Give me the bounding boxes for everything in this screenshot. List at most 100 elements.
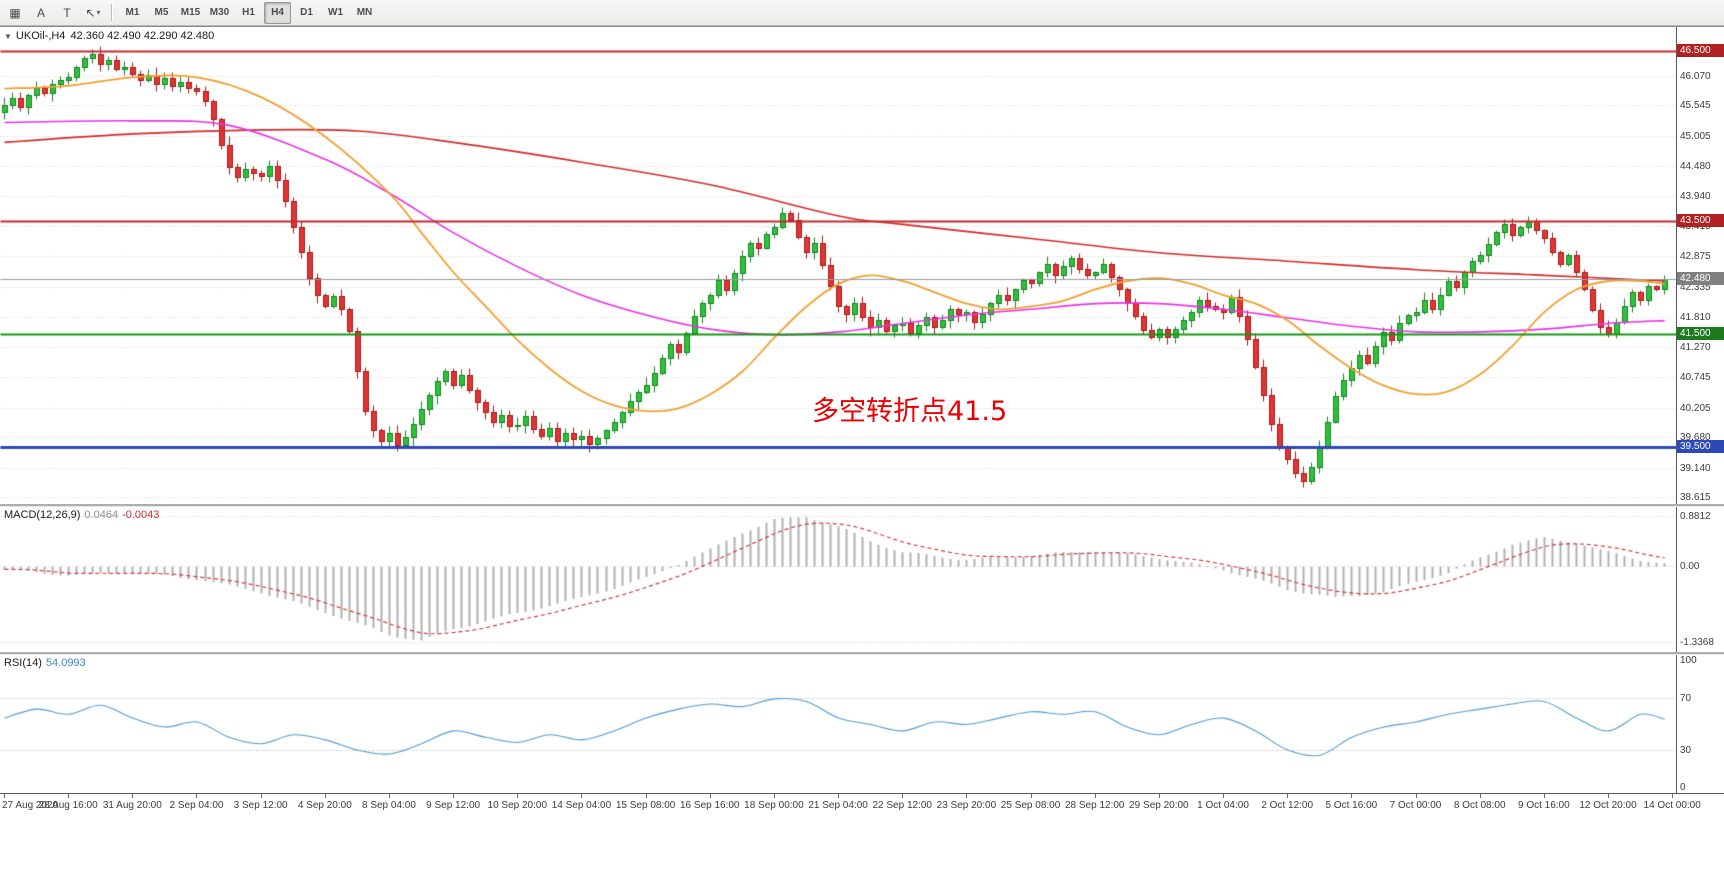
time-tick xyxy=(1158,794,1160,798)
time-label: 2 Sep 04:00 xyxy=(169,800,224,811)
rsi-axis-label: 0 xyxy=(1680,782,1686,793)
timeframe-m15-button[interactable]: M15 xyxy=(180,6,201,18)
price-grid-label: 46.070 xyxy=(1680,70,1711,82)
price-plot[interactable]: ▼ UKOil-,H4 42.360 42.490 42.290 42.480 多空… xyxy=(0,27,1676,504)
time-tick xyxy=(709,794,711,798)
timeframe-m5-button[interactable]: M5 xyxy=(154,6,169,18)
text-label-button[interactable]: T xyxy=(55,1,79,24)
drawing-tools-group: ▦ A T ↖ ▾ xyxy=(2,0,106,25)
macd-plot[interactable]: MACD(12,26,9) 0.0464 -0.0043 xyxy=(0,507,1676,652)
symbol-timeframe: UKOil-,H4 xyxy=(15,30,66,42)
text-annotation-button[interactable]: A xyxy=(29,1,53,24)
price-grid-label: 41.270 xyxy=(1680,342,1711,354)
time-tick xyxy=(645,794,647,798)
time-label: 12 Oct 20:00 xyxy=(1579,800,1637,811)
time-label: 8 Sep 04:00 xyxy=(361,800,416,811)
timeframe-m1-button[interactable]: M1 xyxy=(125,6,140,18)
time-label: 18 Sep 00:00 xyxy=(744,800,804,811)
arrow-tools-button[interactable]: ↖ ▾ xyxy=(81,1,105,24)
price-level-badge-46.500: 46.500 xyxy=(1677,44,1724,58)
price-chart-canvas[interactable] xyxy=(0,27,1676,504)
rsi-value: 54.0993 xyxy=(45,657,86,669)
rsi-axis-label: 70 xyxy=(1680,693,1692,705)
time-tick xyxy=(1030,794,1032,798)
time-label: 9 Oct 16:00 xyxy=(1517,800,1570,811)
macd-label: MACD(12,26,9) xyxy=(4,509,81,521)
time-label: 25 Sep 08:00 xyxy=(1000,800,1061,811)
chart-window-icon: ▦ xyxy=(9,5,21,20)
time-tick xyxy=(902,794,904,798)
arrow-tools-icon: ↖ xyxy=(85,5,96,20)
price-grid-label: 45.545 xyxy=(1680,100,1711,112)
time-label: 8 Oct 08:00 xyxy=(1453,800,1506,811)
macd-axis[interactable]: 0.8812 0.00 -1.3368 xyxy=(1676,507,1724,652)
macd-panel: MACD(12,26,9) 0.0464 -0.0043 0.8812 0.00 -1.… xyxy=(0,507,1724,652)
time-tick xyxy=(1351,794,1353,798)
time-label: 16 Sep 16:00 xyxy=(680,800,740,811)
price-grid-label: 42.335 xyxy=(1680,282,1711,293)
time-tick xyxy=(132,794,134,798)
time-tick xyxy=(966,794,968,798)
price-grid-label: 39.680 xyxy=(1680,432,1711,444)
time-tick xyxy=(838,794,840,798)
price-grid-label: 43.940 xyxy=(1680,191,1711,203)
time-tick xyxy=(1543,794,1545,798)
timeframe-h4-button[interactable]: H4 xyxy=(264,1,291,24)
trading-platform-window: ▦ A T ↖ ▾ M1 M5 M15 M30 H1 H4 D1 W1 MN ▼ UKOil-,H4 42.… xyxy=(0,0,1724,816)
price-axis[interactable]: 46.07045.54545.00544.48043.94043.41542.8… xyxy=(1676,27,1724,504)
time-label: 10 Sep 20:00 xyxy=(487,800,548,811)
price-grid-label: 39.140 xyxy=(1680,462,1711,474)
price-grid-label: 38.615 xyxy=(1680,492,1711,504)
text-label-icon: T xyxy=(63,5,71,20)
time-tick xyxy=(324,794,326,798)
panel-divider[interactable] xyxy=(0,504,1724,507)
rsi-label: RSI(14) xyxy=(4,657,42,669)
time-label: 21 Sep 04:00 xyxy=(808,800,868,811)
toolbar: ▦ A T ↖ ▾ M1 M5 M15 M30 H1 H4 D1 W1 MN xyxy=(0,0,1724,26)
panel-divider[interactable] xyxy=(0,652,1724,655)
price-grid-label: 42.875 xyxy=(1680,251,1711,263)
macd-axis-label: 0.00 xyxy=(1680,561,1700,573)
time-axis[interactable]: 27 Aug 2020 28 Aug 16:00 31 Aug 20:00 2 Sep… xyxy=(0,793,1724,816)
timeframe-m30-button[interactable]: M30 xyxy=(209,6,230,18)
time-label: 3 Sep 12:00 xyxy=(233,800,288,811)
time-label: 14 Oct 00:00 xyxy=(1643,800,1701,811)
macd-axis-label: -1.3368 xyxy=(1680,637,1714,649)
time-tick xyxy=(1608,794,1609,798)
time-label: 22 Sep 12:00 xyxy=(872,800,932,811)
macd-main-value: 0.0464 xyxy=(84,509,119,521)
price-grid-label: 41.810 xyxy=(1680,311,1711,323)
rsi-axis[interactable]: 100 70 30 0 xyxy=(1676,655,1724,793)
rsi-chart-canvas[interactable] xyxy=(0,655,1676,793)
time-label: 14 Sep 04:00 xyxy=(551,800,612,811)
rsi-axis-label: 100 xyxy=(1680,655,1697,666)
price-panel: ▼ UKOil-,H4 42.360 42.490 42.290 42.480 多空… xyxy=(0,27,1724,504)
rsi-panel: RSI(14) 54.0993 100 70 30 0 xyxy=(0,655,1724,793)
price-level-badge-42.480: 42.480 xyxy=(1677,271,1724,285)
timeframe-w1-button[interactable]: W1 xyxy=(328,6,343,18)
text-annotation-icon: A xyxy=(36,5,45,20)
dropdown-caret-icon: ▾ xyxy=(96,8,101,17)
timeframe-h1-button[interactable]: H1 xyxy=(242,6,255,18)
chart-window-button[interactable]: ▦ xyxy=(3,1,27,24)
timeframe-mn-button[interactable]: MN xyxy=(356,6,373,18)
price-grid-label: 40.745 xyxy=(1680,371,1711,383)
time-label: 15 Sep 08:00 xyxy=(615,800,676,811)
time-tick xyxy=(453,794,455,798)
macd-chart-canvas[interactable] xyxy=(0,507,1676,652)
time-tick xyxy=(1223,794,1225,798)
time-label: 7 Oct 00:00 xyxy=(1389,800,1442,811)
macd-signal-value: -0.0043 xyxy=(122,509,160,521)
rsi-title: RSI(14) 54.0993 xyxy=(4,657,90,669)
price-grid-label: 40.205 xyxy=(1680,402,1711,414)
rsi-plot[interactable]: RSI(14) 54.0993 xyxy=(0,655,1676,793)
time-tick xyxy=(4,794,5,798)
macd-axis-label: 0.8812 xyxy=(1680,510,1711,522)
pivot-annotation: 多空转折点41.5 xyxy=(812,396,1008,427)
price-level-badge-41.500: 41.500 xyxy=(1677,327,1724,341)
timeframe-d1-button[interactable]: D1 xyxy=(300,6,313,18)
time-label: 27 Aug 2020 xyxy=(2,800,59,811)
collapse-icon[interactable]: ▼ xyxy=(4,32,12,41)
time-label: 4 Sep 20:00 xyxy=(297,800,352,811)
time-label: 5 Oct 16:00 xyxy=(1325,800,1378,811)
